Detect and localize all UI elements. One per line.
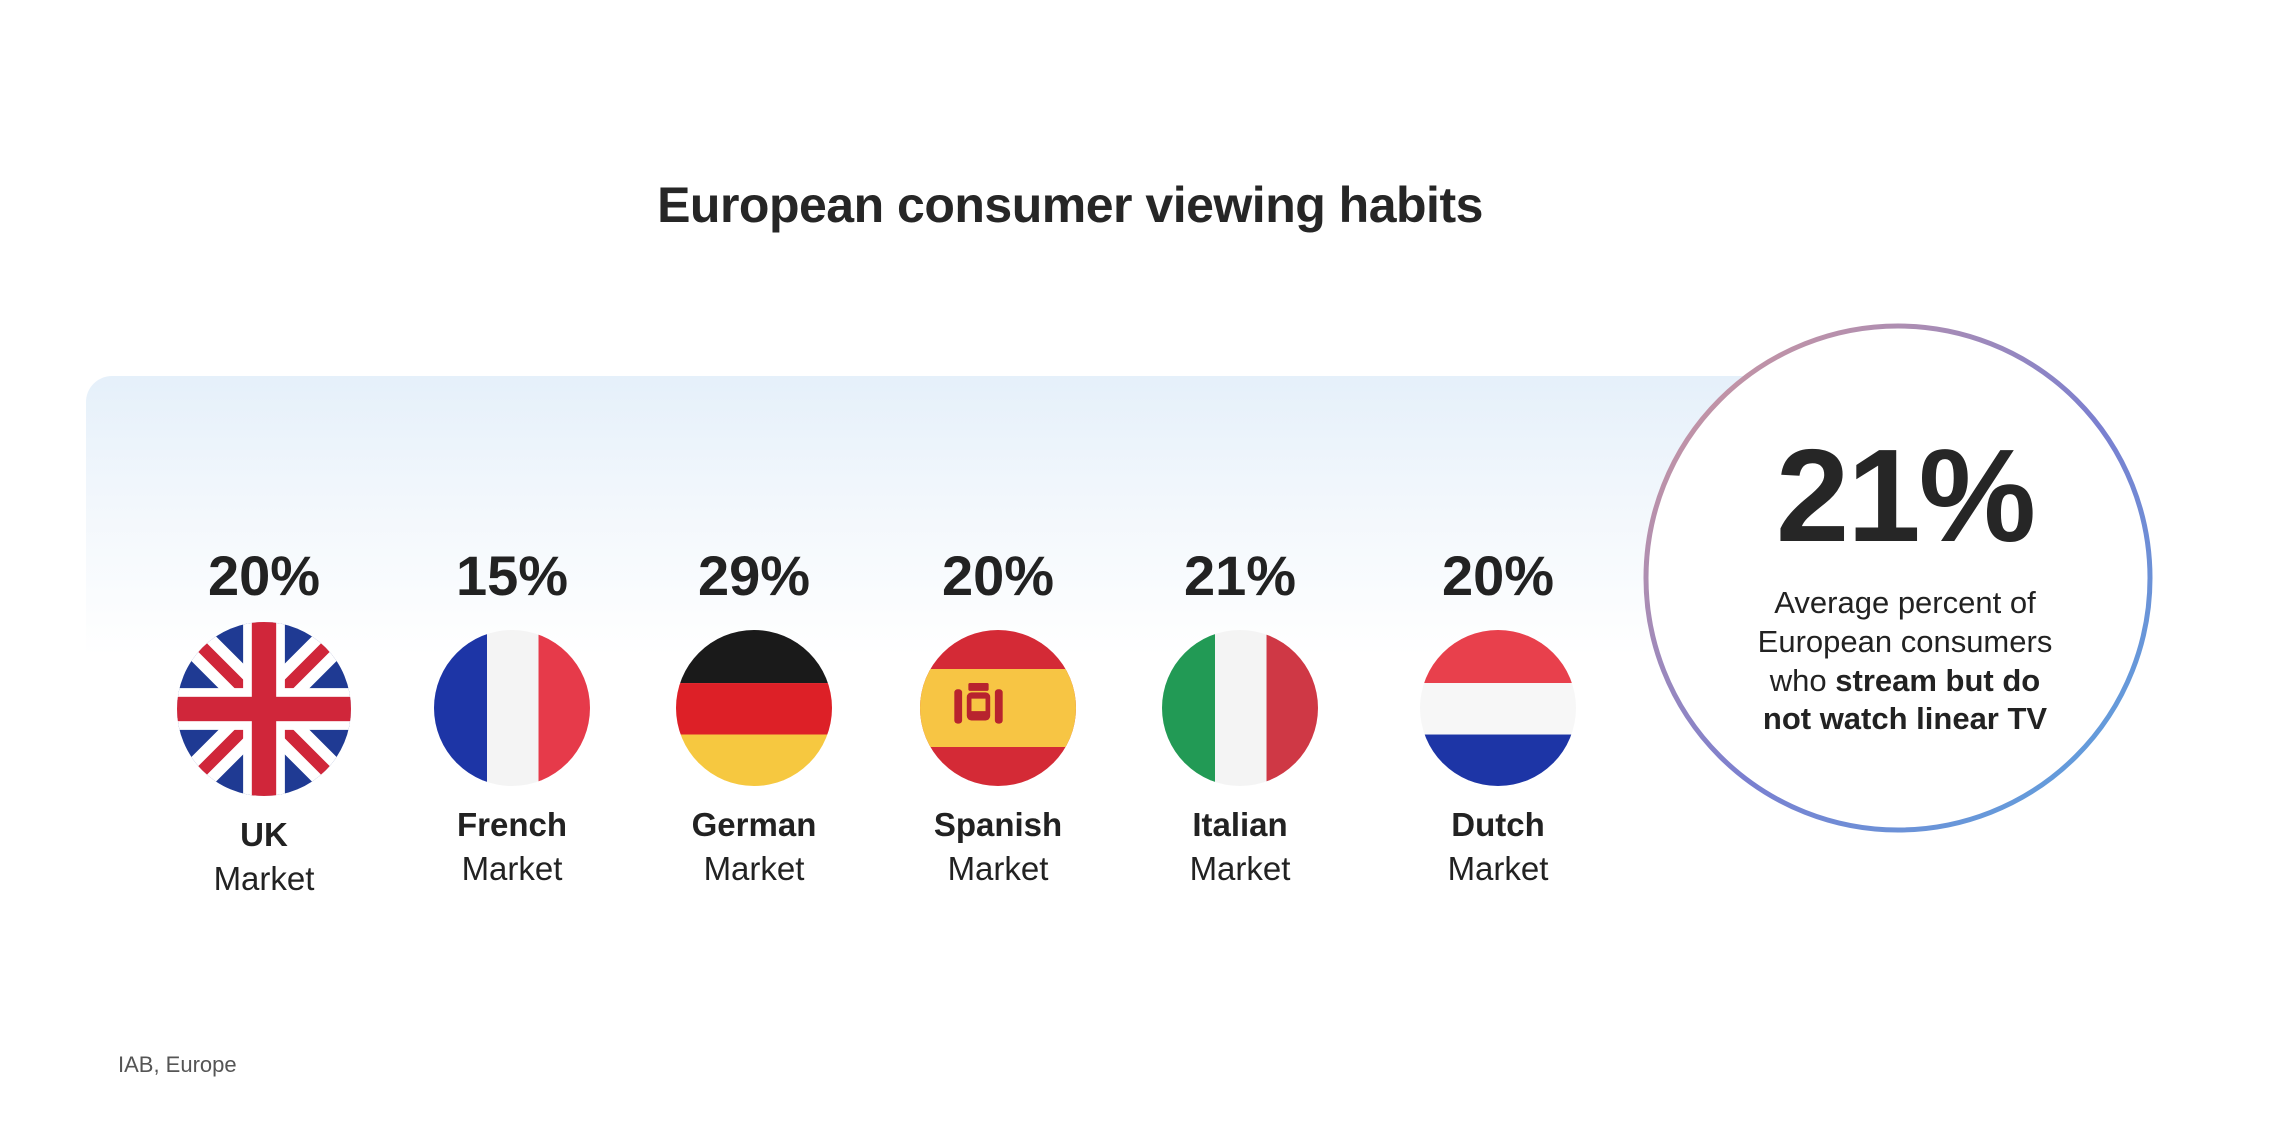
germany-flag-icon <box>676 630 832 786</box>
netherlands-flag-icon <box>1420 630 1576 786</box>
market-name: Dutch <box>1451 806 1545 843</box>
value-label: 20% <box>1441 544 1555 607</box>
summary-desc-line: European consumers <box>1757 623 2053 659</box>
source-note: IAB, Europe <box>118 1052 237 1077</box>
value-label: 29% <box>697 544 811 607</box>
market-suffix: Market <box>461 849 563 887</box>
value-label: 15% <box>455 544 569 607</box>
italy-flag-icon <box>1162 630 1318 786</box>
market-name: Italian <box>1192 806 1288 843</box>
market-italian: 21% Italian Market <box>1120 548 1360 891</box>
value-label: 20% <box>941 544 1055 607</box>
summary-desc-pre: who <box>1769 662 1836 698</box>
summary-desc-line: not watch linear TV <box>1690 700 2120 739</box>
summary-desc-bold: stream but do <box>1835 662 2041 698</box>
market-name: French <box>456 806 568 843</box>
market-suffix: Market <box>213 859 315 897</box>
background-band <box>86 376 1786 656</box>
summary-ring <box>1643 323 2153 833</box>
market-suffix: Market <box>1447 849 1549 887</box>
summary-desc-bold: not watch linear TV <box>1762 701 2048 737</box>
market-spanish: 20% Spanish Market <box>878 548 1118 891</box>
summary-value: 21% <box>1775 422 2036 569</box>
summary-description: Average percent of European consumers wh… <box>1690 584 2120 739</box>
summary-desc-line: who stream but do <box>1690 662 2120 701</box>
value-label: 20% <box>207 544 321 607</box>
market-dutch: 20% Dutch Market <box>1378 548 1618 891</box>
france-flag-icon <box>434 630 590 786</box>
market-uk: 20% UK Market <box>144 548 384 901</box>
market-suffix: Market <box>1189 849 1291 887</box>
summary-panel: 21% Average percent of European consumer… <box>1690 430 2120 739</box>
market-name: Spanish <box>933 806 1063 843</box>
market-suffix: Market <box>703 849 805 887</box>
market-name: German <box>691 806 817 843</box>
chart-title: European consumer viewing habits <box>657 177 1483 233</box>
value-label: 21% <box>1183 544 1297 607</box>
market-french: 15% French Market <box>392 548 632 891</box>
spain-flag-icon <box>920 630 1076 786</box>
market-german: 29% German Market <box>634 548 874 891</box>
summary-desc-line: Average percent of <box>1774 585 2036 620</box>
market-suffix: Market <box>947 849 1049 887</box>
market-name: UK <box>240 816 288 853</box>
uk-flag-icon <box>177 622 351 796</box>
